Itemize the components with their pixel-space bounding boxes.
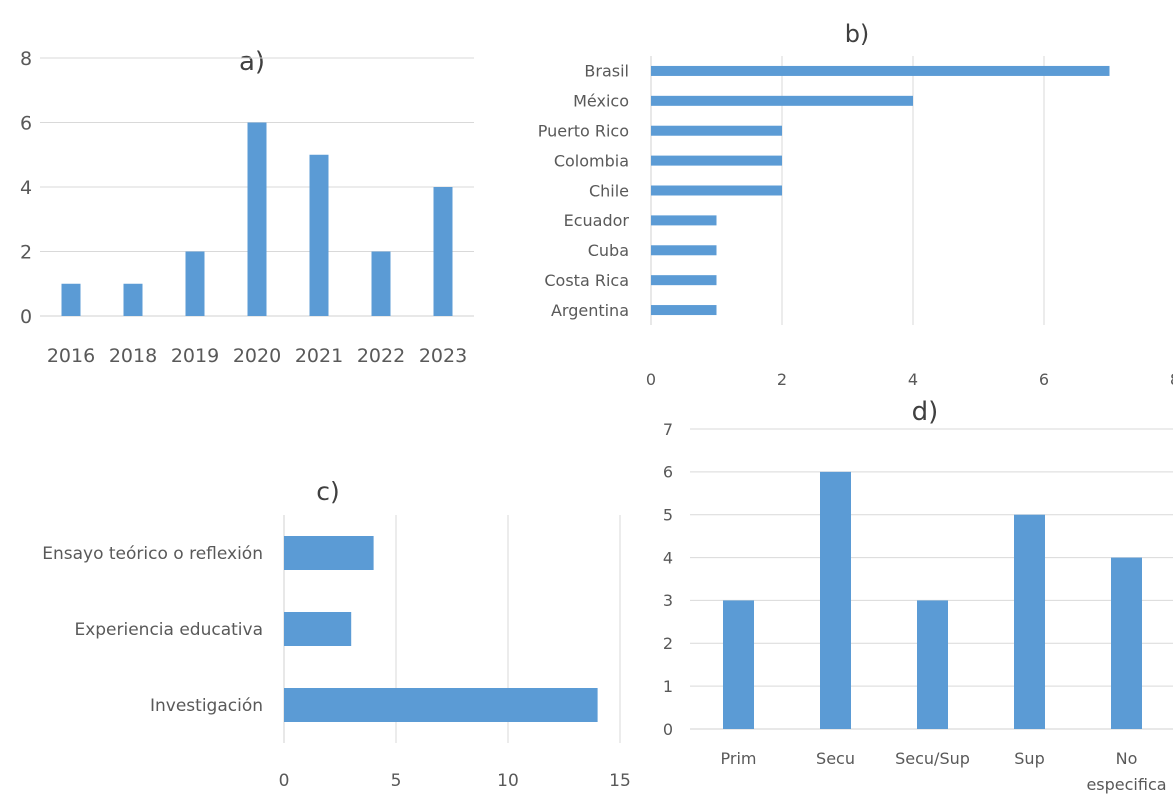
bar-argentina: [651, 305, 717, 316]
bar-2016: [61, 283, 81, 316]
x-tick-label: 2022: [357, 345, 405, 367]
x-tick-label: Secu: [816, 749, 855, 768]
bar-colombia: [651, 155, 782, 166]
category-label: Experiencia educativa: [74, 620, 263, 640]
x-tick-label: No: [1116, 749, 1138, 768]
y-tick-label: 0: [20, 306, 32, 328]
x-tick-label: 8: [1170, 370, 1173, 389]
y-tick-label: 3: [663, 591, 673, 610]
x-tick-label: Secu/Sup: [895, 749, 970, 768]
x-tick-label: Sup: [1014, 749, 1044, 768]
bar-2021: [309, 154, 329, 316]
bar-costa-rica: [651, 275, 717, 286]
x-tick-label: especifica: [1086, 775, 1166, 794]
y-tick-label: 5: [663, 505, 673, 524]
chart-title: b): [845, 20, 870, 48]
bar-ensayo-teo-rico-o-reflexio-n: [284, 536, 374, 570]
x-tick-label: 2023: [419, 345, 467, 367]
y-tick-label: 0: [663, 720, 673, 739]
y-tick-label: 4: [20, 177, 32, 199]
bar-2023: [433, 187, 453, 316]
category-label: Cuba: [588, 241, 629, 260]
y-tick-label: 2: [663, 634, 673, 653]
x-tick-label: 0: [646, 370, 656, 389]
bar-ecuador: [651, 215, 717, 226]
chart-d: d) 0 1 2 3 4 5 6 7 Prim Secu Secu/Sup Sup No especific…: [663, 397, 1173, 794]
chart-c: c) 0 5 10 15 Ensayo teórico o reflexión Experi…: [42, 477, 631, 791]
chart-a: a) 0 2 4 6 8 2016 2018 2019 2020 2021 2022 2023: [20, 47, 474, 367]
bar-cuba: [651, 245, 717, 256]
y-tick-label: 6: [663, 463, 673, 482]
x-tick-label: 2: [777, 370, 787, 389]
chart-title: c): [316, 477, 340, 506]
bar-me-xico: [651, 95, 913, 106]
category-label: Ecuador: [564, 211, 630, 230]
bar-2018: [123, 283, 143, 316]
bar-2020: [247, 122, 267, 316]
bar-secu-sup: [917, 600, 948, 729]
x-tick-label: 2019: [171, 345, 219, 367]
category-label: Puerto Rico: [538, 121, 629, 140]
chart-title: a): [239, 47, 265, 77]
bar-sup: [1014, 514, 1045, 729]
category-label: Chile: [589, 181, 629, 200]
x-tick-label: 5: [391, 771, 402, 791]
category-label: Investigación: [150, 696, 263, 716]
x-tick-label: 2016: [47, 345, 95, 367]
x-tick-label: Prim: [721, 749, 757, 768]
category-label: Ensayo teórico o reflexión: [42, 544, 263, 564]
bar-chile: [651, 185, 782, 196]
y-tick-label: 2: [20, 241, 32, 263]
x-tick-label: 0: [279, 771, 290, 791]
x-tick-label: 4: [908, 370, 918, 389]
chart-title: d): [912, 397, 939, 427]
category-label: Argentina: [551, 301, 629, 320]
x-tick-label: 6: [1039, 370, 1049, 389]
bar-no-especifica: [1111, 557, 1142, 729]
x-tick-label: 2021: [295, 345, 343, 367]
bar-2019: [185, 251, 205, 316]
y-tick-label: 1: [663, 677, 673, 696]
category-label: Brasil: [584, 62, 629, 81]
y-tick-label: 6: [20, 112, 32, 134]
bar-investigacio-n: [284, 688, 598, 722]
category-label: Colombia: [554, 151, 629, 170]
x-tick-label: 15: [609, 771, 631, 791]
y-tick-label: 7: [663, 420, 673, 439]
bar-secu: [820, 471, 851, 729]
bar-puerto-rico: [651, 125, 782, 136]
category-label: México: [573, 92, 629, 111]
bar-experiencia-educativa: [284, 612, 352, 646]
bar-brasil: [651, 65, 1110, 76]
y-tick-label: 8: [20, 48, 32, 70]
x-tick-label: 2018: [109, 345, 157, 367]
category-label: Costa Rica: [544, 271, 629, 290]
bar-prim: [723, 600, 754, 729]
x-tick-label: 10: [497, 771, 519, 791]
bar-2022: [371, 251, 391, 316]
chart-b: b) 0 2 4 6 8 Brasil México Puerto Rico Colombia Ch…: [538, 20, 1173, 389]
x-tick-label: 2020: [233, 345, 281, 367]
y-tick-label: 4: [663, 548, 673, 567]
